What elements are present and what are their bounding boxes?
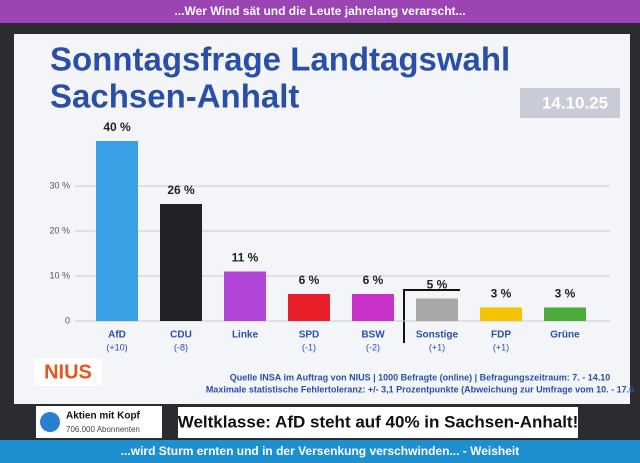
bottom-banner-text: ...wird Sturm ernten und in der Versenku… <box>121 444 520 458</box>
chart-title: Sachsen-Anhalt <box>50 78 299 115</box>
bar <box>224 271 266 321</box>
headline: Weltklasse: AfD steht auf 40% in Sachsen… <box>178 412 579 431</box>
y-tick-label: 30 % <box>49 180 70 190</box>
x-tick-label: Linke <box>232 330 259 341</box>
change-label: (-8) <box>174 342 188 352</box>
bar <box>480 307 522 321</box>
bottom-banner <box>0 440 640 463</box>
source-line: Quelle INSA im Auftrag von NIUS | 1000 B… <box>230 372 610 382</box>
bar <box>160 204 202 321</box>
change-label: (-2) <box>366 342 380 352</box>
x-tick-label: Grüne <box>550 330 580 341</box>
change-label: (-1) <box>302 342 316 352</box>
logo: NIUS <box>44 361 92 383</box>
x-tick-label: AfD <box>108 330 126 341</box>
x-tick-label: BSW <box>361 330 385 341</box>
bar <box>288 294 330 321</box>
logo-box <box>34 358 102 386</box>
y-tick-label: 20 % <box>49 225 70 235</box>
value-label: 11 % <box>232 251 259 265</box>
change-label: (+10) <box>106 342 127 352</box>
channel-subscribers: 706.000 Abonnenten <box>66 425 140 434</box>
y-tick-label: 0 <box>65 315 70 325</box>
x-tick-label: CDU <box>170 330 192 341</box>
date: 14.10.25 <box>542 93 608 112</box>
value-label: 6 % <box>363 273 384 287</box>
value-label: 26 % <box>167 183 195 197</box>
change-label: (+1) <box>493 342 509 352</box>
top-banner <box>0 0 640 23</box>
channel-avatar[interactable] <box>40 412 60 432</box>
source-line: Maximale statistische Fehlertoleranz: +/… <box>206 384 634 394</box>
bar <box>96 141 138 321</box>
value-label: 5 % <box>427 278 448 292</box>
x-tick-label: Sonstige <box>416 330 459 341</box>
top-banner-text: ...Wer Wind sät und die Leute jahrelang … <box>174 4 465 18</box>
value-label: 6 % <box>299 273 320 287</box>
y-tick-label: 10 % <box>49 270 70 280</box>
value-label: 3 % <box>555 287 576 301</box>
chart-title: Sonntagsfrage Landtagswahl <box>50 41 510 78</box>
value-label: 40 % <box>103 120 131 134</box>
date-box <box>520 88 620 118</box>
bar <box>544 307 586 321</box>
channel-name[interactable]: Aktien mit Kopf <box>66 411 141 422</box>
x-tick-label: SPD <box>299 330 320 341</box>
bracket <box>403 289 460 343</box>
bar <box>416 298 458 321</box>
value-label: 3 % <box>491 287 512 301</box>
headline-box <box>178 407 578 438</box>
x-tick-label: FDP <box>491 330 511 341</box>
change-label: (+1) <box>429 342 445 352</box>
bar <box>352 294 394 321</box>
